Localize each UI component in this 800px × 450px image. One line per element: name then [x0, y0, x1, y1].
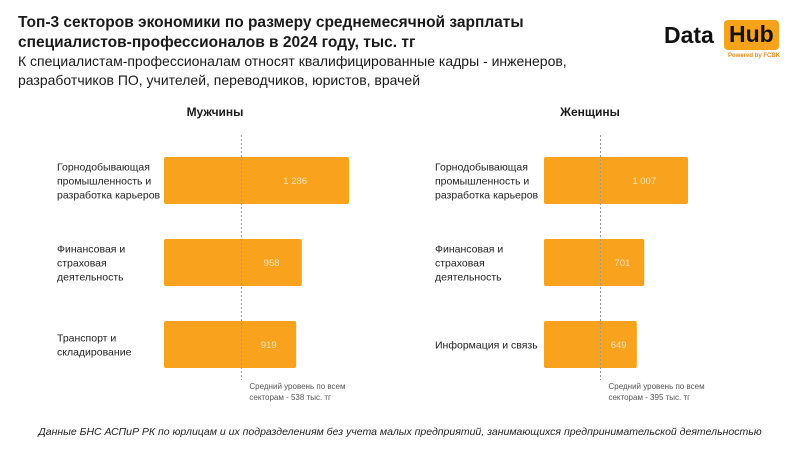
- bar-women-3: [544, 321, 637, 368]
- value-label-women-3: 649: [611, 340, 627, 351]
- category-label-men-2: деятельность: [57, 272, 124, 284]
- value-label-men-2: 958: [264, 258, 280, 269]
- average-caption-women: Средний уровень по всем: [608, 382, 704, 391]
- logo-word-hub: Hub: [724, 20, 779, 50]
- category-label-men-3: складирование: [57, 347, 132, 359]
- category-label-women-1: разработка карьеров: [435, 190, 539, 202]
- category-label-women-1: Горнодобывающая: [435, 162, 528, 174]
- category-label-women-2: страховая: [435, 258, 485, 270]
- average-caption-men: секторам - 538 тыс. тг: [249, 393, 331, 402]
- category-label-men-3: Транспорт и: [57, 333, 116, 345]
- datahub-logo: Data Hub Powered by FCBK: [664, 20, 782, 64]
- panel-title-women: Женщины: [560, 105, 620, 119]
- category-label-women-1: промышленность и: [435, 176, 529, 188]
- panel-title-men: Мужчины: [186, 105, 244, 119]
- category-label-men-2: Финансовая и: [57, 244, 125, 256]
- average-caption-women: секторам - 395 тыс. тг: [608, 393, 690, 402]
- footnote: Данные БНС АСПиР РК по юрлицам и их подр…: [38, 426, 762, 438]
- average-caption-men: Средний уровень по всем: [249, 382, 345, 391]
- category-label-women-2: Финансовая и: [435, 244, 503, 256]
- category-label-men-2: страховая: [57, 258, 107, 270]
- value-label-women-2: 701: [614, 258, 630, 269]
- chart-title: Топ-3 секторов экономики по размеру сред…: [18, 14, 524, 51]
- value-label-men-3: 919: [261, 340, 277, 351]
- value-label-men-1: 1 286: [283, 176, 307, 187]
- category-label-women-2: деятельность: [435, 272, 502, 284]
- bar-men-3: [164, 321, 297, 368]
- logo-word-data: Data: [664, 22, 714, 48]
- category-label-women-3: Информация и связь: [435, 340, 538, 352]
- bar-men-2: [164, 239, 302, 286]
- bar-women-1: [544, 157, 688, 204]
- category-label-men-1: разработка карьеров: [57, 190, 161, 202]
- bar-men-1: [164, 157, 349, 204]
- chart-subtitle: К специалистам-профессионалам относят кв…: [18, 53, 567, 88]
- bar-women-2: [544, 239, 645, 286]
- value-label-women-1: 1 007: [632, 176, 656, 187]
- logo-tagline: Powered by FCBK: [727, 53, 780, 59]
- category-label-men-1: промышленность и: [57, 176, 151, 188]
- category-label-men-1: Горнодобывающая: [57, 162, 150, 174]
